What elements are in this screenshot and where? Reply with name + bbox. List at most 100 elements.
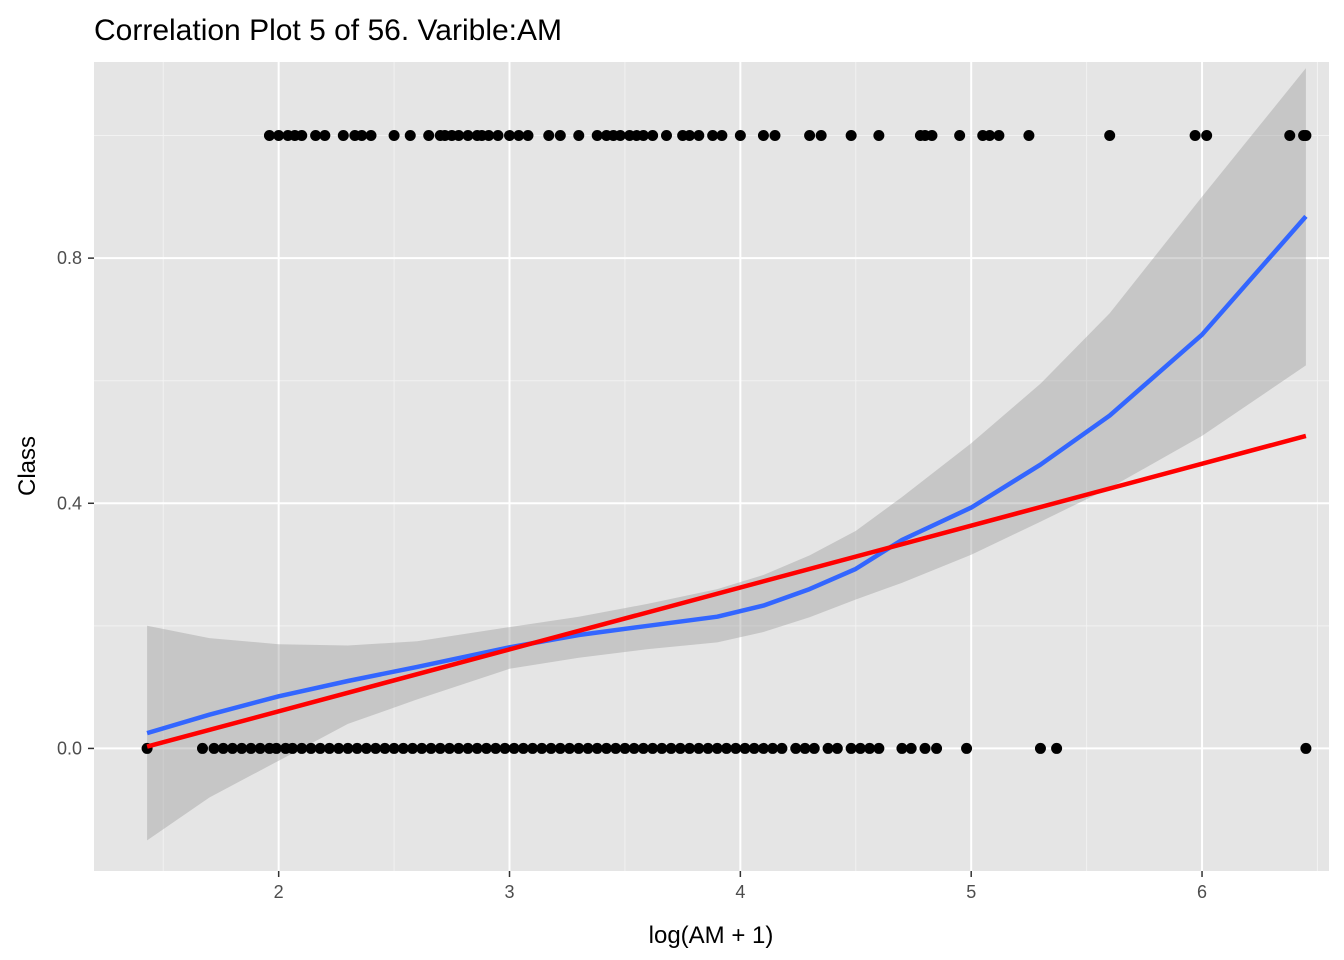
data-point-class-0	[808, 742, 820, 754]
data-point-class-1	[769, 130, 781, 142]
x-axis: 2 3 4 5 6	[274, 871, 1207, 902]
y-tick-label: 0.0	[57, 738, 82, 758]
data-point-class-0	[545, 742, 557, 754]
y-axis-title: Class	[14, 436, 41, 496]
data-point-class-0	[305, 742, 317, 754]
data-point-class-0	[453, 742, 465, 754]
data-point-class-0	[730, 742, 742, 754]
data-point-class-1	[637, 130, 649, 142]
data-point-class-0	[314, 742, 326, 754]
data-point-class-0	[693, 742, 705, 754]
data-point-class-1	[273, 130, 285, 142]
data-point-class-0	[637, 742, 649, 754]
data-point-class-0	[527, 742, 539, 754]
data-point-class-0	[342, 742, 354, 754]
data-point-class-0	[254, 742, 266, 754]
data-point-class-1	[423, 130, 435, 142]
data-point-class-1	[453, 130, 465, 142]
confidence-band	[147, 68, 1306, 841]
x-tick-label: 5	[966, 882, 976, 902]
data-point-class-1	[845, 130, 857, 142]
y-axis: 0.0 0.4 0.8	[57, 248, 94, 758]
data-point-class-0	[628, 742, 640, 754]
plot-panel	[94, 62, 1329, 871]
data-point-class-0	[564, 742, 576, 754]
lines-layer	[146, 214, 1308, 749]
data-point-class-1	[365, 130, 377, 142]
data-point-class-1	[804, 130, 816, 142]
data-point-class-0	[296, 742, 308, 754]
data-point-class-1	[483, 130, 495, 142]
data-point-class-1	[707, 130, 719, 142]
data-point-class-1	[815, 130, 827, 142]
data-point-class-1	[492, 130, 504, 142]
data-point-class-0	[961, 742, 973, 754]
data-point-class-0	[684, 742, 696, 754]
data-point-class-1	[573, 130, 585, 142]
data-point-class-0	[845, 742, 857, 754]
data-point-class-0	[1034, 742, 1046, 754]
linear-fit-line	[146, 433, 1307, 749]
data-point-class-0	[379, 742, 391, 754]
data-point-class-0	[407, 742, 419, 754]
data-point-class-1	[310, 130, 322, 142]
data-point-class-1	[873, 130, 885, 142]
data-point-class-0	[323, 742, 335, 754]
data-point-class-0	[245, 742, 257, 754]
data-point-class-0	[600, 742, 612, 754]
data-point-class-0	[416, 742, 428, 754]
data-point-class-1	[319, 130, 331, 142]
data-point-class-0	[905, 742, 917, 754]
data-point-class-0	[656, 742, 668, 754]
data-point-class-1	[388, 130, 400, 142]
data-point-class-0	[517, 742, 529, 754]
data-point-class-0	[790, 742, 802, 754]
data-point-class-0	[287, 742, 299, 754]
data-point-class-0	[591, 742, 603, 754]
data-point-class-0	[619, 742, 631, 754]
data-point-class-0	[208, 742, 220, 754]
data-point-class-0	[610, 742, 622, 754]
data-point-class-1	[1284, 130, 1296, 142]
data-point-class-1	[296, 130, 308, 142]
data-point-class-0	[931, 742, 943, 754]
data-point-class-0	[434, 742, 446, 754]
data-point-class-0	[360, 742, 372, 754]
data-point-class-1	[647, 130, 659, 142]
data-point-class-1	[404, 130, 416, 142]
data-point-class-0	[490, 742, 502, 754]
x-axis-title: log(AM + 1)	[649, 922, 774, 949]
data-point-class-1	[513, 130, 525, 142]
chart-title: Correlation Plot 5 of 56. Varible:AM	[94, 14, 562, 47]
x-tick-label: 6	[1197, 882, 1207, 902]
data-point-class-0	[757, 742, 769, 754]
data-point-class-0	[721, 742, 733, 754]
data-point-class-0	[665, 742, 677, 754]
data-point-class-0	[388, 742, 400, 754]
data-point-class-0	[854, 742, 866, 754]
data-point-class-1	[993, 130, 1005, 142]
data-point-class-1	[504, 130, 516, 142]
smooth-fit-line	[146, 214, 1308, 736]
data-point-class-0	[480, 742, 492, 754]
data-point-class-0	[554, 742, 566, 754]
x-tick-label: 2	[274, 882, 284, 902]
data-point-class-0	[702, 742, 714, 754]
data-point-class-1	[954, 130, 966, 142]
data-point-class-0	[799, 742, 811, 754]
data-point-class-1	[684, 130, 696, 142]
y-tick-label: 0.8	[57, 248, 82, 268]
data-point-class-0	[573, 742, 585, 754]
data-point-class-1	[591, 130, 603, 142]
data-point-class-0	[227, 742, 239, 754]
data-point-class-1	[522, 130, 534, 142]
data-point-class-0	[236, 742, 248, 754]
data-point-class-1	[926, 130, 938, 142]
data-point-class-0	[351, 742, 363, 754]
data-point-class-0	[896, 742, 908, 754]
points-layer	[141, 130, 1312, 754]
data-point-class-1	[462, 130, 474, 142]
data-point-class-0	[674, 742, 686, 754]
data-point-class-1	[1104, 130, 1116, 142]
data-point-class-1	[757, 130, 769, 142]
